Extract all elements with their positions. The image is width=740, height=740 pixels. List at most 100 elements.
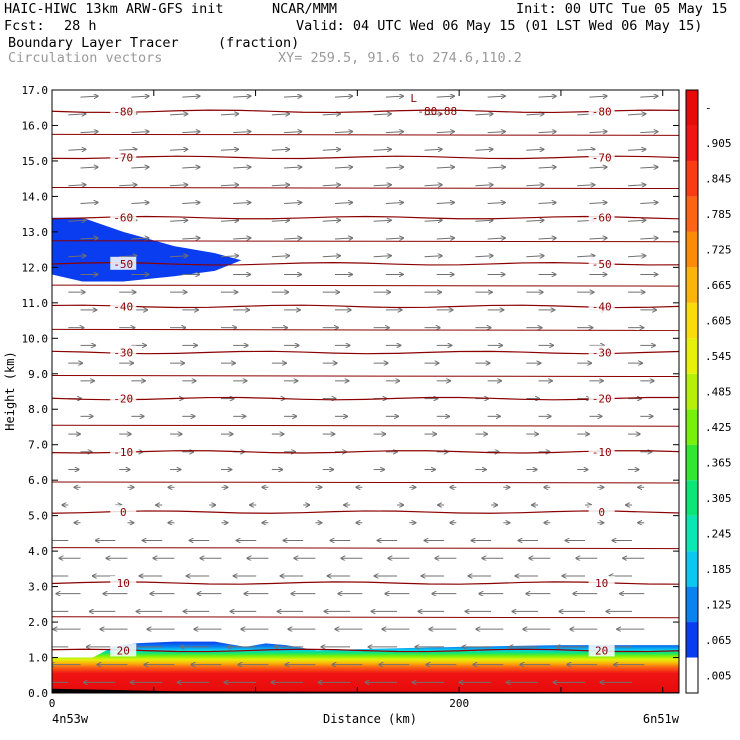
isotherm-label: 20	[595, 644, 608, 657]
colorbar-label: .605	[705, 315, 732, 328]
isotherm-line	[52, 109, 679, 114]
isotherm-line	[52, 262, 679, 266]
isotherm-line	[52, 284, 679, 287]
circulation-vector	[334, 238, 352, 239]
min-marker-value: -80.88	[417, 105, 457, 118]
circulation-vector	[424, 220, 442, 221]
circulation-vector	[334, 132, 352, 133]
circulation-vector	[385, 167, 403, 168]
min-marker-letter: L	[410, 92, 417, 105]
circulation-vector	[68, 256, 85, 257]
circulation-vector	[131, 203, 148, 204]
circulation-vector	[182, 96, 199, 97]
colorbar-segment	[686, 302, 698, 339]
colorbar-segment	[686, 160, 698, 197]
circulation-vector	[284, 167, 301, 168]
colorbar-label: .305	[705, 492, 732, 505]
circulation-vector	[131, 132, 148, 133]
circulation-vector	[220, 256, 238, 257]
isotherm-label: 0	[120, 506, 127, 519]
isotherm-label-bg	[110, 299, 137, 313]
y-tick-label: 8.0	[28, 403, 48, 416]
y-tick-label: 17.0	[22, 84, 49, 97]
circulation-vector	[119, 256, 136, 257]
circulation-vector	[170, 220, 187, 221]
isotherm-label-bg	[110, 643, 137, 657]
colorbar-label: .425	[705, 421, 732, 434]
circulation-vector	[628, 220, 645, 221]
y-tick-label: 13.0	[22, 226, 49, 239]
circulation-vector	[436, 167, 454, 168]
isotherm-label-bg	[110, 150, 137, 164]
isotherm-label: -50	[592, 258, 612, 271]
colorbar-label: .845	[705, 173, 732, 186]
field-name: Boundary Layer Tracer	[8, 35, 179, 51]
circulation-vector	[538, 132, 556, 133]
colorbar-label: .005	[705, 669, 732, 682]
isotherm-line	[52, 581, 679, 585]
isotherm-label: -60	[113, 212, 133, 225]
circulation-vector	[385, 132, 403, 133]
colorbar-segment	[686, 90, 698, 126]
circulation-vector	[628, 149, 645, 150]
isotherm-label: -20	[113, 393, 133, 406]
circulation-vector	[436, 203, 454, 204]
circulation-vector	[424, 149, 442, 150]
circulation-vector	[182, 238, 199, 239]
circulation-vector	[385, 203, 403, 204]
isotherm-line	[52, 510, 679, 514]
circulation-vector	[640, 203, 657, 204]
isotherm-label: 10	[595, 577, 608, 590]
isotherm-label-bg	[110, 345, 137, 359]
circulation-vector	[284, 96, 301, 97]
isotherm-line	[52, 133, 679, 136]
circulation-vector	[119, 185, 136, 186]
y-axis-label: Height (km)	[3, 351, 17, 430]
colorbar-segment	[686, 338, 698, 374]
circulation-vector	[233, 238, 250, 239]
isotherm-line	[52, 155, 679, 160]
isotherm-label: -70	[592, 151, 612, 164]
valid-time: Valid: 04 UTC Wed 06 May 15 (01 LST Wed …	[296, 18, 703, 34]
colorbar-segment	[686, 622, 698, 658]
circulation-vector	[640, 96, 657, 97]
circulation-vector	[131, 167, 148, 168]
circulation-vector	[538, 238, 556, 239]
circulation-vector	[538, 167, 556, 168]
circulation-vector	[628, 185, 645, 186]
circulation-vector	[322, 149, 340, 150]
isotherm-label-bg	[588, 505, 615, 519]
circulation-vector	[589, 238, 606, 239]
isotherm-label: -10	[592, 446, 612, 459]
colorbar-label: .485	[705, 386, 732, 399]
isotherm-label: 10	[117, 577, 130, 590]
y-tick-label: 1.0	[28, 652, 48, 665]
circulation-vector	[589, 203, 606, 204]
isotherm-label: -80	[113, 105, 133, 118]
isotherm-label: -50	[113, 258, 133, 271]
isotherm-label-bg	[588, 299, 615, 313]
circulation-vector	[220, 149, 238, 150]
isotherm-label: -40	[592, 300, 612, 313]
y-tick-label: 2.0	[28, 616, 48, 629]
x-axis-label: Distance (km)	[323, 712, 417, 726]
isotherm-label: -30	[592, 346, 612, 359]
circulation-vector	[233, 203, 250, 204]
circulation-vector	[322, 220, 340, 221]
colorbar-segment	[686, 586, 698, 623]
y-tick-label: 14.0	[22, 190, 49, 203]
circulation-vector	[373, 220, 391, 221]
isotherm-label-bg	[588, 576, 615, 590]
isotherm-label: 0	[598, 506, 605, 519]
colorbar-label: .725	[705, 244, 732, 257]
model-title: HAIC-HIWC 13km ARW-GFS init	[4, 1, 224, 17]
upper-tracer-region	[52, 217, 242, 282]
x-right-endpoint: 6n51w	[643, 712, 680, 726]
y-tick-label: 9.0	[28, 368, 48, 381]
circulation-vector	[475, 185, 492, 186]
circulation-vector	[271, 149, 289, 150]
circulation-vector	[526, 149, 543, 150]
isotherm-label-bg	[110, 391, 137, 405]
org-label: NCAR/MMM	[272, 1, 338, 17]
